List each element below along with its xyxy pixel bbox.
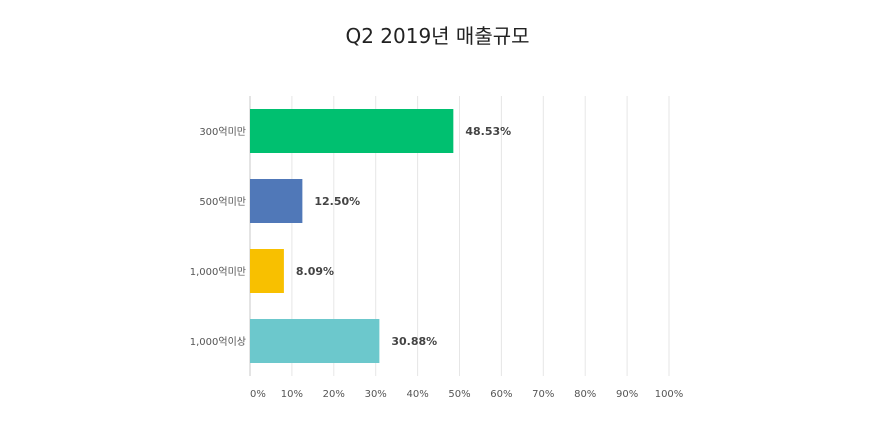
x-tick-label: 60%: [490, 389, 512, 400]
category-label: 1,000억미만: [190, 266, 246, 278]
x-tick-label: 100%: [655, 389, 684, 400]
x-tick-label: 30%: [365, 389, 387, 400]
data-label: 8.09%: [296, 265, 334, 278]
x-tick-label: 90%: [616, 389, 638, 400]
data-label: 30.88%: [391, 335, 437, 348]
x-tick-label: 20%: [323, 389, 345, 400]
data-label: 48.53%: [465, 125, 511, 138]
bar: [250, 319, 380, 363]
category-label: 500억미만: [199, 196, 246, 208]
category-label: 300억미만: [199, 126, 246, 138]
bar: [250, 179, 303, 223]
bar: [250, 249, 284, 293]
chart-title: Q2 2019년 매출규모: [345, 24, 530, 48]
data-label: 12.50%: [314, 195, 360, 208]
x-tick-label: 0%: [250, 389, 266, 400]
x-tick-label: 40%: [406, 389, 428, 400]
x-tick-label: 50%: [448, 389, 470, 400]
x-tick-label: 80%: [574, 389, 596, 400]
category-label: 1,000억이상: [190, 336, 246, 348]
x-tick-label: 10%: [281, 389, 303, 400]
x-tick-label: 70%: [532, 389, 554, 400]
bar: [250, 109, 454, 153]
